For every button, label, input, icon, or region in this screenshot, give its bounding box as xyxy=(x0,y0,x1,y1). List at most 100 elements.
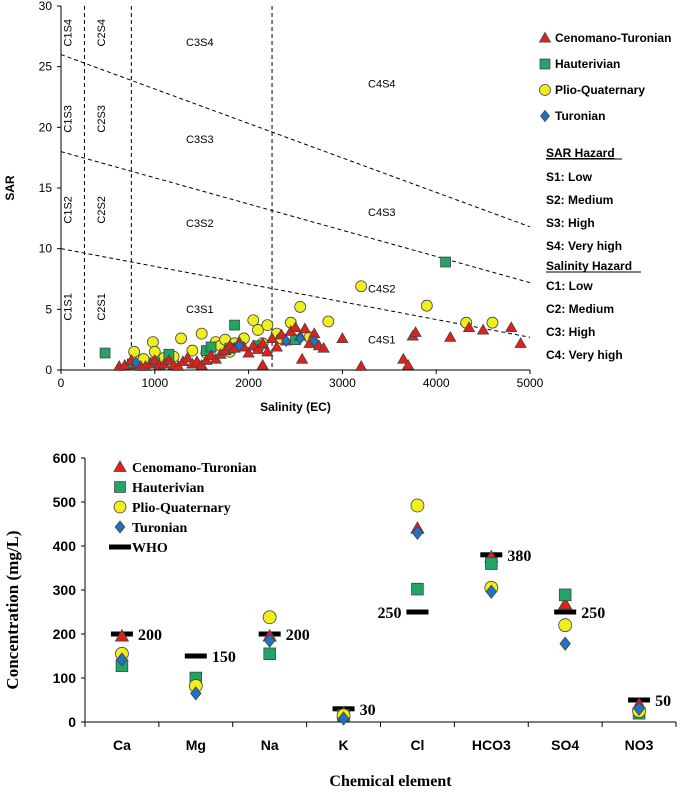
data-point-triangle xyxy=(270,340,283,352)
legend-marker-diamond xyxy=(114,520,126,534)
data-point-diamond xyxy=(190,686,202,701)
legend-label: Cenomano-Turonian xyxy=(555,31,671,45)
x-tick-label: Na xyxy=(261,737,279,753)
who-value-label: 30 xyxy=(360,702,376,719)
data-point-triangle xyxy=(275,328,288,340)
legend-marker-diamond xyxy=(540,109,550,123)
y-axis-label: SAR xyxy=(3,175,17,201)
zone-label: C3S3 xyxy=(186,134,214,146)
zone-label: C4S3 xyxy=(368,207,396,219)
y-tick-label: 500 xyxy=(53,494,77,510)
sar-hazard-title: SAR Hazard xyxy=(546,146,615,160)
salinity-hazard-item: C3: High xyxy=(546,325,595,339)
legend-label: Plio-Quaternary xyxy=(555,83,645,97)
y-tick-label: 30 xyxy=(39,0,53,13)
data-point-square xyxy=(485,557,498,570)
x-tick-label: Ca xyxy=(113,737,131,753)
x-axis-label: Salinity (EC) xyxy=(260,400,331,414)
data-point-diamond xyxy=(234,339,245,352)
legend-label: Cenomano-Turonian xyxy=(132,461,257,476)
x-tick-label: 3000 xyxy=(329,376,356,390)
who-value-label: 50 xyxy=(655,693,671,710)
y-tick-label: 20 xyxy=(39,120,53,134)
salinity-hazard-item: C4: Very high xyxy=(546,348,623,362)
data-point-circle xyxy=(195,327,208,340)
sar-salinity-chart: 0 1000 2000 3000 4000 5000 0 5 10 15 20 25 30 Salinit… xyxy=(3,0,671,414)
y-tick-label: 100 xyxy=(53,670,77,686)
x-tick-label: SO4 xyxy=(551,737,579,753)
data-point-triangle xyxy=(256,337,269,348)
data-point-circle xyxy=(252,324,264,336)
data-point-circle xyxy=(294,301,307,313)
data-point-triangle xyxy=(295,352,309,364)
zone-label: C3S2 xyxy=(186,218,214,230)
data-point-square xyxy=(99,347,111,359)
data-point-diamond xyxy=(263,633,276,648)
who-value-label: 250 xyxy=(581,605,605,622)
legend-label: Hauterivian xyxy=(132,481,205,496)
x-tick-label: 2000 xyxy=(235,376,262,390)
y-tick-label: 300 xyxy=(53,582,77,598)
y-tick-label: 25 xyxy=(39,60,53,74)
data-point-circle xyxy=(355,280,368,293)
data-point-circle xyxy=(261,319,274,332)
legend-marker-circle xyxy=(113,500,127,514)
x-tick-label: 4000 xyxy=(423,376,450,390)
sar-hazard-item: S1: Low xyxy=(546,170,593,184)
x-tick-label: NO3 xyxy=(625,737,654,753)
zone-label: C3S4 xyxy=(186,37,214,49)
data-point-triangle xyxy=(336,332,349,343)
sar-divider xyxy=(60,54,531,228)
data-point-triangle xyxy=(256,358,269,370)
data-point-square xyxy=(440,256,451,268)
legend-marker-triangle xyxy=(538,31,552,43)
data-point-diamond xyxy=(295,332,306,345)
x-tick-label: 5000 xyxy=(517,376,544,390)
y-tick-label: 10 xyxy=(39,242,53,256)
zone-label: C3S1 xyxy=(186,304,214,316)
legend-marker-triangle xyxy=(113,460,127,472)
data-point-triangle xyxy=(242,346,255,358)
data-point-circle xyxy=(262,610,277,625)
salinity-hazard-title: Salinity Hazard xyxy=(546,259,632,273)
data-point-triangle xyxy=(462,321,476,333)
data-point-dash xyxy=(184,653,207,659)
data-point-triangle xyxy=(162,353,176,365)
zone-label: C2S2 xyxy=(96,196,108,224)
data-point-circle xyxy=(322,315,335,328)
who-value-label: 200 xyxy=(286,627,310,644)
zone-label: C2S3 xyxy=(96,105,108,133)
y-tick-label: 0 xyxy=(68,714,76,730)
data-point-triangle xyxy=(298,322,312,334)
data-point-diamond xyxy=(559,636,571,651)
data-point-circle xyxy=(147,336,159,348)
data-point-square xyxy=(229,319,240,331)
data-point-diamond xyxy=(116,652,128,667)
data-point-square xyxy=(558,588,572,602)
y-tick-label: 600 xyxy=(53,450,77,466)
x-tick-label: Cl xyxy=(410,737,424,753)
data-point-circle xyxy=(410,498,425,513)
who-value-label: 150 xyxy=(212,649,236,666)
data-point-circle xyxy=(175,332,187,345)
data-point-triangle xyxy=(401,358,415,370)
legend-label: WHO xyxy=(132,541,168,556)
data-point-diamond xyxy=(485,584,498,599)
y-tick-label: 400 xyxy=(53,538,77,554)
zone-label: C2S1 xyxy=(96,293,108,321)
salinity-hazard-item: C1: Low xyxy=(546,279,593,293)
data-point-triangle xyxy=(114,628,130,642)
legend-label: Plio-Quaternary xyxy=(132,501,231,516)
data-point-diamond xyxy=(281,334,292,348)
sar-divider xyxy=(60,248,531,338)
zone-label: C4S1 xyxy=(368,334,396,346)
data-point-circle xyxy=(420,299,433,312)
data-point-triangle xyxy=(265,332,279,343)
data-point-triangle xyxy=(505,321,518,333)
data-point-diamond xyxy=(411,525,424,540)
data-point-circle xyxy=(247,314,260,327)
y-axis-label: Concentration (mg/L) xyxy=(3,530,22,689)
zone-label: C4S2 xyxy=(368,283,396,295)
